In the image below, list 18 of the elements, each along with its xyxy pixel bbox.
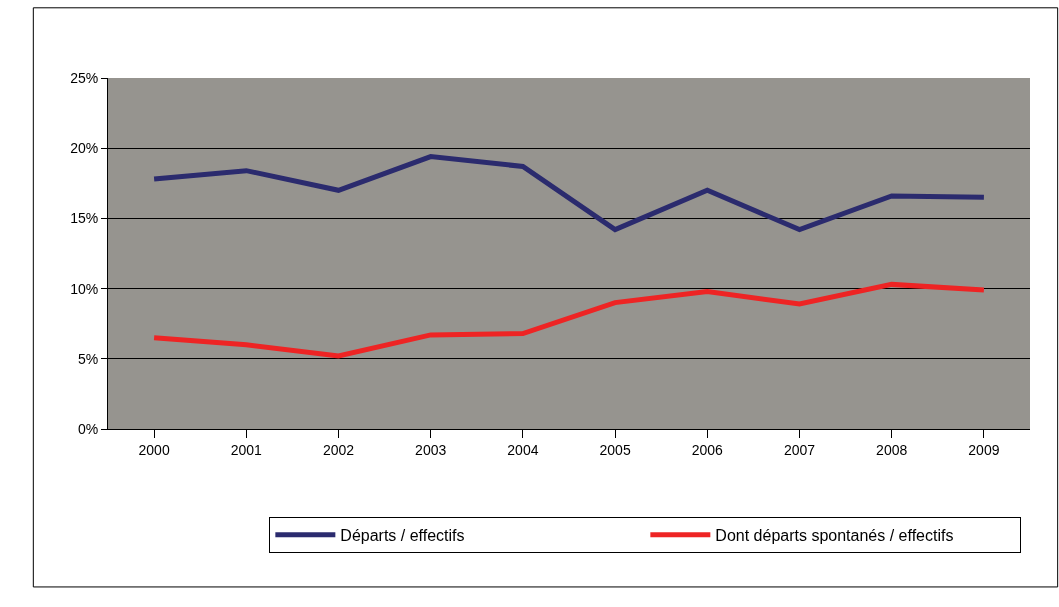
x-tick-label: 2002	[322, 441, 355, 458]
y-tick-label: 20%	[70, 140, 99, 157]
y-tick-label: 0%	[77, 420, 99, 437]
y-tick-label: 5%	[77, 350, 99, 367]
y-tick-label: 15%	[70, 210, 99, 227]
y-tick-label: 25%	[70, 69, 99, 86]
x-tick-label: 2001	[230, 441, 263, 458]
x-tick-label: 2000	[138, 441, 170, 458]
x-tick-label: 2006	[691, 441, 724, 458]
x-tick-label: 2008	[876, 441, 908, 458]
x-tick-label: 2007	[783, 441, 816, 458]
x-tick-label: 2005	[599, 441, 631, 458]
legend-label: Dont départs spontanés / effectifs	[715, 526, 954, 544]
legend-label: Départs / effectifs	[340, 526, 465, 544]
x-tick-label: 2009	[968, 441, 1000, 458]
x-tick-label: 2003	[415, 441, 447, 458]
x-tick-label: 2004	[507, 441, 539, 458]
y-tick-label: 10%	[70, 280, 99, 297]
